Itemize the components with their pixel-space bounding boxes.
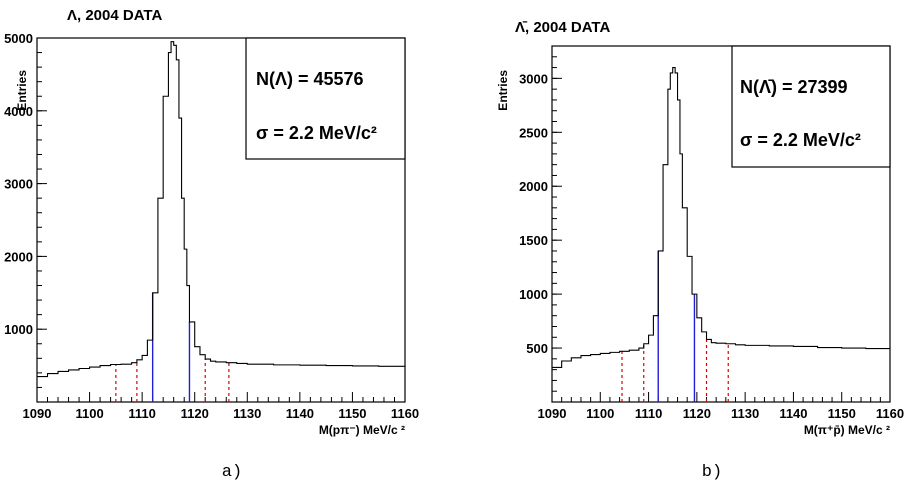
x-tick-label-a: 1090 (23, 406, 52, 421)
stat-box-a (245, 37, 406, 160)
x-tick-label-b: 1150 (828, 406, 856, 421)
x-tick-label-b: 1140 (779, 406, 807, 421)
stat-count-a: N(Λ) = 45576 (256, 69, 364, 89)
plot-frame-a (36, 37, 406, 403)
caption-a: a) (222, 463, 242, 482)
x-tick-label-b: 1120 (683, 406, 711, 421)
y-tick-label-b: 3000 (519, 71, 548, 86)
y-tick-label-b: 1500 (519, 233, 548, 248)
x-tick-label-a: 1150 (338, 406, 366, 421)
stat-box-b (731, 45, 891, 168)
xlabel-b: M(π⁺p̄) MeV/c ² (804, 423, 890, 437)
histogram-a (37, 41, 406, 378)
ylabel-b: Entries (496, 70, 510, 111)
y-tick-label-b: 2500 (519, 125, 548, 140)
y-tick-label-a: 5000 (4, 31, 33, 46)
y-tick-label-b: 2000 (519, 179, 548, 194)
plot-frame-b (551, 45, 891, 403)
panel-a: Λ, 2004 DATA Entries 1090 1100 1110 1120 113… (4, 7, 419, 482)
stat-sigma-b: σ = 2.2 MeV/c² (740, 130, 861, 150)
histogram-b (552, 67, 891, 369)
ylabel-a: Entries (15, 70, 29, 111)
panel-b: Λ̄, 2004 DATA Entries 1090 1100 1110 1120 11… (496, 19, 904, 482)
x-tick-label-b: 1100 (586, 406, 614, 421)
title-a: Λ, 2004 DATA (67, 7, 162, 24)
x-tick-label-a: 1110 (128, 406, 156, 421)
title-b: Λ̄, 2004 DATA (515, 19, 610, 36)
x-tick-label-a: 1120 (181, 406, 209, 421)
y-tick-label-b: 1000 (519, 287, 548, 302)
x-tick-label-a: 1130 (233, 406, 261, 421)
x-tick-label-b: 1160 (876, 406, 904, 421)
x-tick-label-a: 1100 (75, 406, 103, 421)
y-tick-label-a: 2000 (4, 249, 33, 264)
x-tick-label-b: 1130 (731, 406, 759, 421)
y-tick-label-a: 4000 (4, 104, 33, 119)
x-tick-label-a: 1160 (391, 406, 419, 421)
stat-count-b: N(Λ̄) = 27399 (740, 77, 848, 97)
y-tick-label-a: 1000 (4, 322, 33, 337)
caption-b: b) (702, 463, 722, 482)
x-tick-label-b: 1110 (635, 406, 663, 421)
xlabel-a: M(pπ⁻) MeV/c ² (319, 423, 405, 437)
x-tick-label-b: 1090 (538, 406, 567, 421)
stat-sigma-a: σ = 2.2 MeV/c² (256, 123, 377, 143)
x-tick-label-a: 1140 (286, 406, 314, 421)
y-tick-label-b: 500 (526, 341, 548, 356)
y-tick-label-a: 3000 (4, 177, 33, 192)
